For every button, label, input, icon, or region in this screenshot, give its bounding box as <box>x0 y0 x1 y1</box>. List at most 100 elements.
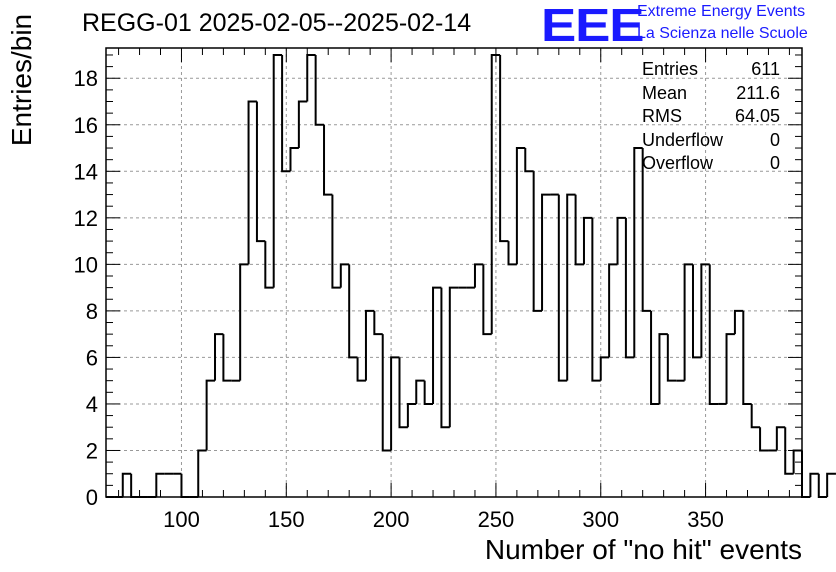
histogram-bin <box>608 263 618 358</box>
histogram-bin <box>289 147 299 172</box>
stats-label: Overflow <box>642 153 714 173</box>
histogram-bin <box>130 473 140 498</box>
histogram-bin <box>356 357 366 382</box>
y-tick-label: 12 <box>74 206 98 231</box>
x-tick-label: 100 <box>163 507 200 532</box>
x-tick-label: 300 <box>582 507 619 532</box>
stats-row-underflow: Underflow 0 <box>642 129 780 153</box>
y-tick-label: 0 <box>86 485 98 510</box>
stats-value: 64.05 <box>734 106 780 126</box>
histogram-bin <box>809 472 819 497</box>
histogram-bin <box>541 193 551 311</box>
y-tick-label: 14 <box>74 159 98 184</box>
y-tick-label: 4 <box>86 392 98 417</box>
histogram-bin <box>180 473 190 498</box>
histogram-bin <box>624 217 635 359</box>
axis-ticks <box>106 48 802 498</box>
tick-labels: 100 150 200 250 300 350 0 2 4 6 8 10 12 14 16 18 <box>74 66 724 532</box>
x-tick-label: 150 <box>268 507 305 532</box>
histogram-bin <box>239 263 249 381</box>
y-tick-label: 8 <box>86 299 98 324</box>
y-tick-label: 18 <box>74 66 98 91</box>
histogram-bin <box>155 472 165 497</box>
histogram-bin <box>524 148 534 173</box>
histogram-bin <box>532 171 543 312</box>
histogram-bin <box>373 310 383 336</box>
grid-lines <box>106 48 802 497</box>
stats-label: Underflow <box>642 129 724 150</box>
histogram-bin <box>784 427 794 475</box>
histogram-bin <box>574 194 584 266</box>
stats-label: Entries <box>642 59 699 79</box>
histogram-bin <box>440 287 450 429</box>
histogram-bin <box>415 379 425 404</box>
histogram-bin <box>515 147 526 265</box>
stats-value: 211.6 <box>736 82 780 103</box>
histogram-bin <box>633 147 643 358</box>
y-axis-label: Entries/bin <box>6 13 37 147</box>
histogram-bin <box>750 403 761 429</box>
histogram-bin <box>490 53 501 335</box>
histogram-bin <box>339 263 350 288</box>
histogram-bin <box>683 263 693 381</box>
histogram-bin <box>247 100 257 265</box>
histogram-bin <box>591 217 601 382</box>
stats-value: 0 <box>769 129 780 150</box>
histogram-bin <box>448 286 459 428</box>
histogram-bin <box>775 426 786 451</box>
histogram-bin <box>348 264 358 359</box>
histogram-bin <box>331 194 341 289</box>
eee-logo: EEE <box>541 0 645 51</box>
stats-value: 0 <box>769 153 780 173</box>
histogram-bin <box>641 148 652 312</box>
logo-line-2: La Scienza nelle Scuole <box>637 25 808 42</box>
histogram-bin <box>658 333 668 404</box>
histogram-bin <box>801 450 811 498</box>
histogram-bin <box>406 402 417 428</box>
histogram-bin <box>314 54 325 126</box>
histogram-bin <box>691 264 702 359</box>
y-tick-label: 10 <box>74 252 98 277</box>
histogram-bin <box>390 356 400 451</box>
histogram-bin <box>473 263 484 288</box>
histogram-bin <box>255 101 266 243</box>
histogram-bin <box>499 54 509 243</box>
stats-row-overflow: Overflow 0 <box>642 152 780 176</box>
stats-label: RMS <box>642 106 682 126</box>
histogram-bin <box>264 241 274 289</box>
histogram-bin <box>364 309 375 381</box>
stats-label: Mean <box>642 82 688 103</box>
histogram-bin <box>708 264 719 405</box>
stats-row-entries: Entries 611 <box>642 58 780 82</box>
histogram-bin <box>725 333 735 404</box>
histogram-bin <box>297 100 308 149</box>
histogram-bin <box>700 263 710 358</box>
histogram-bin <box>666 334 677 382</box>
stats-box: Entries 611 Mean 211.6 RMS 64.05 Underfl… <box>642 58 780 176</box>
histogram-bin <box>557 194 568 382</box>
histogram-bin <box>222 334 232 382</box>
histogram-bin <box>281 54 291 173</box>
histogram-bin <box>323 124 333 196</box>
histogram-bin <box>582 216 593 265</box>
histogram-bin <box>432 286 442 404</box>
stats-value: 611 <box>751 59 780 79</box>
plot-title: REGG-01 2025-02-05--2025-02-14 <box>82 9 472 37</box>
x-tick-label: 200 <box>373 507 410 532</box>
histogram-bin <box>599 356 610 381</box>
histogram-bin <box>205 379 216 451</box>
histogram-bin <box>566 193 576 381</box>
logo-line-1: Extreme Energy Events <box>637 3 806 20</box>
histogram-bin <box>507 241 517 266</box>
histogram-bin <box>381 334 392 452</box>
x-tick-label: 250 <box>478 507 515 532</box>
histogram-bin <box>214 333 224 381</box>
stats-row-rms: RMS 64.05 <box>642 105 780 129</box>
histogram-bin <box>272 53 283 288</box>
histogram-bin <box>826 472 836 497</box>
y-tick-label: 16 <box>74 113 98 138</box>
histogram-bin <box>482 264 492 336</box>
histogram-bin <box>121 472 132 497</box>
histogram-bin <box>398 357 408 429</box>
